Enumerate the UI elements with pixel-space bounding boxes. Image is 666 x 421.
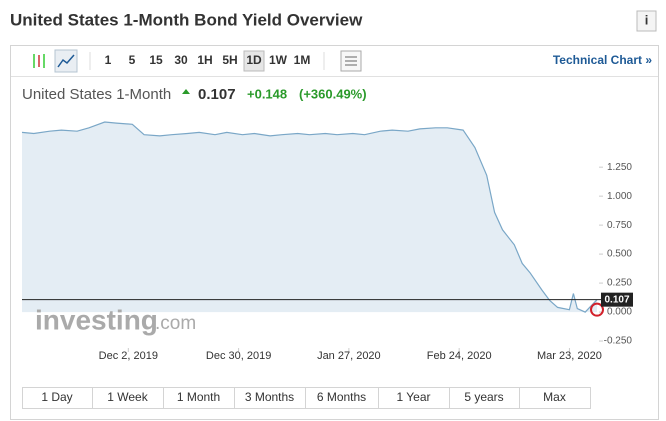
y-tick-label: 0.750 <box>607 220 632 231</box>
interval-button[interactable]: 5 <box>129 53 136 67</box>
interval-button[interactable]: 1M <box>294 53 311 67</box>
x-tick-label: Mar 23, 2020 <box>537 350 602 362</box>
instrument-name: United States 1-Month <box>22 86 171 103</box>
line-icon[interactable] <box>57 54 75 68</box>
info-button[interactable] <box>636 10 657 32</box>
area-fill <box>22 122 597 313</box>
range-label[interactable]: 1 Week <box>107 390 148 404</box>
price-change-percent: (+360.49%) <box>299 86 367 101</box>
watermark-suffix: .com <box>155 313 196 334</box>
x-tick-label: Dec 2, 2019 <box>99 350 158 362</box>
x-tick-label: Jan 27, 2020 <box>317 350 381 362</box>
range-label[interactable]: 1 Year <box>396 390 430 404</box>
widget-title: United States 1-Month Bond Yield Overvie… <box>10 10 363 29</box>
range-label[interactable]: 1 Day <box>41 390 72 404</box>
range-label[interactable]: 5 years <box>464 390 503 404</box>
last-point-marker <box>590 302 604 317</box>
current-price-badge <box>601 292 633 307</box>
range-label[interactable]: 3 Months <box>245 390 294 404</box>
interval-button[interactable]: 1D <box>246 53 262 67</box>
interval-button[interactable]: 1H <box>197 53 212 67</box>
price-line <box>21 121 598 313</box>
technical-chart-link[interactable]: Technical Chart » <box>553 53 652 67</box>
price-change: +0.148 <box>247 86 287 101</box>
range-label[interactable]: Max <box>543 390 566 404</box>
last-price: 0.107 <box>198 86 236 103</box>
x-tick-label: Feb 24, 2020 <box>427 350 492 362</box>
range-label[interactable]: 1 Month <box>177 390 220 404</box>
plot: -0.250 0.000 0.250 0.500 0.750 1.000 1.250 Dec … <box>21 121 633 362</box>
interval-button[interactable]: 1 <box>105 53 112 67</box>
y-tick-label: 0.250 <box>607 278 632 289</box>
current-price-label: 0.107 <box>604 294 629 305</box>
interval-button[interactable]: 5H <box>222 53 237 67</box>
y-tick-label: 1.250 <box>607 162 632 173</box>
interval-button[interactable]: 15 <box>149 53 163 67</box>
interval-button[interactable]: 30 <box>174 53 188 67</box>
interval-active[interactable] <box>243 50 265 72</box>
controls: 1 5 15 30 1H 5H 1D 1W 1M1 Day 1 Week 1 Month 3 Mont… <box>22 50 591 409</box>
watermark-brand: investing <box>35 304 158 335</box>
range-label[interactable]: 6 Months <box>317 390 366 404</box>
up-arrow <box>182 89 190 94</box>
y-tick-label: 0.000 <box>607 307 632 318</box>
y-tick-label: -0.250 <box>604 336 633 347</box>
panel <box>10 45 659 420</box>
y-tick-label: 0.500 <box>607 249 632 260</box>
candle-icon[interactable] <box>33 54 45 68</box>
line-icon-button[interactable] <box>54 49 78 73</box>
range-button[interactable] <box>519 387 591 409</box>
y-tick-label: 1.000 <box>607 191 632 202</box>
overlay: 0.107 <box>22 292 633 317</box>
interval-button[interactable]: 1W <box>269 53 288 67</box>
x-tick-label: Dec 30, 2019 <box>206 350 271 362</box>
info-icon[interactable]: i <box>645 12 649 27</box>
